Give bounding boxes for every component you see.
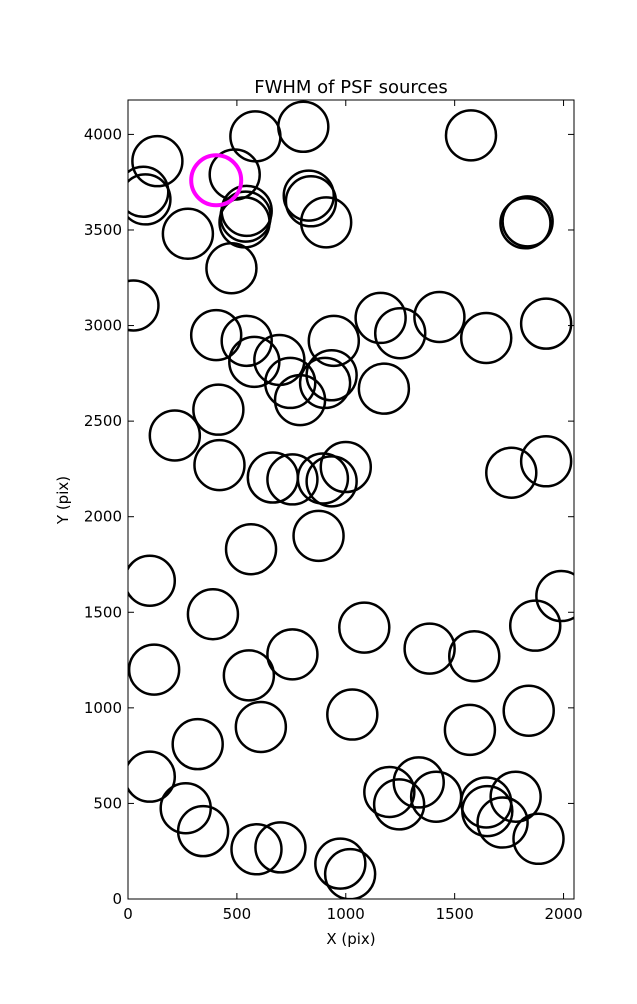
source-marker xyxy=(338,601,391,654)
source-marker xyxy=(489,770,542,823)
y-axis-title: Y (pix) xyxy=(54,476,72,525)
source-marker xyxy=(413,290,466,344)
source-marker xyxy=(228,335,281,389)
source-marker xyxy=(319,440,373,494)
source-marker xyxy=(277,100,330,154)
source-marker xyxy=(476,796,529,849)
x-axis-title: X (pix) xyxy=(326,930,375,948)
source-marker xyxy=(305,455,358,508)
y-tick-label: 1000 xyxy=(84,699,122,717)
source-marker xyxy=(193,438,246,492)
source-marker xyxy=(159,781,212,835)
source-marker xyxy=(128,750,177,803)
source-marker xyxy=(229,110,282,163)
chart-title: FWHM of PSF sources xyxy=(254,77,448,98)
x-tick-label: 0 xyxy=(123,905,133,923)
source-marker xyxy=(186,587,240,641)
source-marker xyxy=(263,356,317,410)
y-tick-label: 2500 xyxy=(84,412,122,430)
x-tick-label: 1000 xyxy=(327,905,365,923)
source-marker xyxy=(373,306,427,360)
source-marker xyxy=(307,314,361,368)
source-marker xyxy=(230,823,283,876)
source-marker xyxy=(444,109,498,162)
source-marker xyxy=(326,688,379,741)
axis-ticks: 0 500 1000 1500 2000 0 500 1000 1500 2000 2500 3000… xyxy=(84,100,583,923)
y-tick-label: 500 xyxy=(93,794,122,812)
source-marker xyxy=(323,847,377,899)
x-tick-label: 500 xyxy=(223,905,252,923)
y-tick-label: 2000 xyxy=(84,508,122,526)
source-marker xyxy=(254,821,307,874)
source-marker xyxy=(501,195,554,248)
data-points xyxy=(128,100,574,899)
source-marker xyxy=(363,765,416,819)
source-marker xyxy=(266,453,319,506)
source-marker xyxy=(282,169,336,222)
source-marker xyxy=(354,291,407,345)
y-tick-label: 0 xyxy=(112,890,122,908)
source-marker xyxy=(519,435,573,488)
source-marker xyxy=(403,622,456,675)
source-marker xyxy=(222,649,276,702)
source-marker xyxy=(535,569,574,623)
source-marker xyxy=(357,362,411,415)
source-marker xyxy=(128,643,181,696)
source-marker xyxy=(189,308,243,362)
y-tick-label: 3000 xyxy=(84,317,122,335)
source-marker xyxy=(266,628,319,681)
source-marker xyxy=(499,197,552,250)
source-marker xyxy=(220,184,273,238)
source-marker xyxy=(299,196,353,249)
source-marker xyxy=(392,756,445,809)
source-marker xyxy=(128,173,172,226)
y-tick-label: 1500 xyxy=(84,603,122,621)
source-marker xyxy=(459,311,513,365)
source-marker xyxy=(443,703,497,757)
source-marker xyxy=(372,778,426,831)
source-marker xyxy=(224,522,278,576)
source-marker xyxy=(219,190,272,243)
source-marker xyxy=(448,629,501,683)
source-marker xyxy=(131,134,184,188)
source-marker xyxy=(502,684,555,737)
source-marker xyxy=(192,383,245,436)
source-marker xyxy=(234,700,288,754)
source-marker xyxy=(128,554,177,607)
highlighted-source-marker xyxy=(189,153,244,208)
source-marker xyxy=(314,837,367,890)
source-marker xyxy=(273,373,327,427)
source-marker xyxy=(220,314,273,368)
source-marker xyxy=(485,446,538,499)
source-marker xyxy=(284,175,338,228)
source-marker xyxy=(161,207,215,261)
source-marker xyxy=(128,279,160,332)
source-marker xyxy=(296,452,350,505)
x-tick-label: 2000 xyxy=(544,905,582,923)
source-marker xyxy=(512,812,565,866)
source-marker xyxy=(205,241,258,295)
source-marker xyxy=(176,804,230,858)
source-marker xyxy=(508,599,562,652)
source-marker xyxy=(409,770,463,823)
source-marker xyxy=(171,717,224,771)
source-marker xyxy=(519,297,573,350)
y-tick-label: 3500 xyxy=(84,221,122,239)
x-tick-label: 1500 xyxy=(436,905,474,923)
y-tick-label: 4000 xyxy=(84,125,122,143)
source-marker xyxy=(148,409,202,462)
source-marker xyxy=(461,784,514,838)
source-marker xyxy=(292,509,345,563)
